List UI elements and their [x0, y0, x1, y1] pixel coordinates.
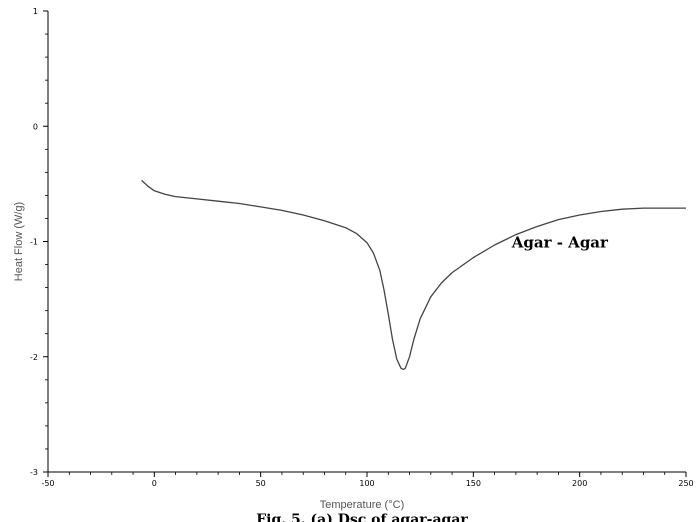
series-line-0 — [141, 179, 686, 371]
y-tick-label: 0 — [33, 122, 38, 131]
y-tick-label: -3 — [30, 468, 38, 477]
series-layer — [141, 179, 686, 371]
x-tick-label: 100 — [359, 479, 374, 488]
ticks: -50 0 50 100 150 200 250 -3 -2 -1 0 1 — [30, 7, 694, 488]
x-tick-label: 200 — [572, 479, 587, 488]
y-tick-label: -1 — [30, 238, 38, 247]
y-tick-label: -2 — [30, 353, 38, 362]
figure-caption: Fig. 5. (a) Dsc of agar-agar — [256, 512, 468, 522]
x-tick-label: 150 — [466, 479, 481, 488]
x-axis-title: Temperature (°C) — [320, 499, 404, 511]
series-annotation: Agar - Agar — [511, 234, 609, 252]
x-tick-label: 250 — [678, 479, 693, 488]
y-tick-label: 1 — [33, 7, 38, 16]
x-tick-label: 0 — [152, 479, 157, 488]
x-tick-label: -50 — [41, 479, 54, 488]
x-tick-label: 50 — [256, 479, 266, 488]
y-axis-title: Heat Flow (W/g) — [13, 202, 25, 281]
